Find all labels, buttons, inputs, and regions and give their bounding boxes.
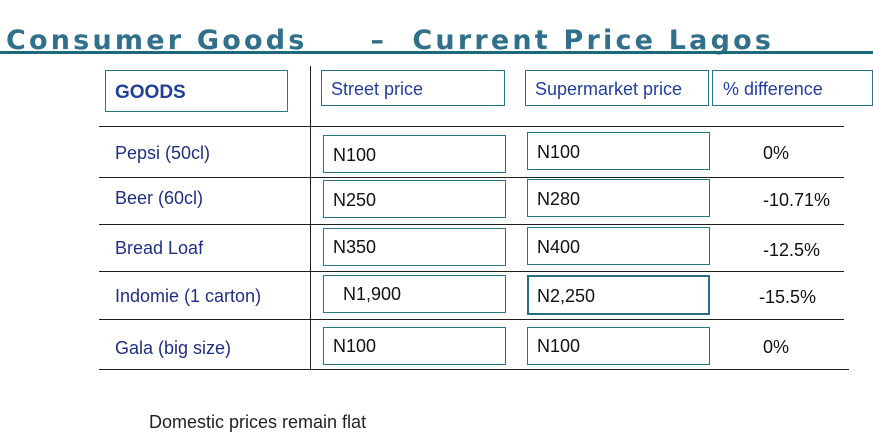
slide-title: Consumer Goods – Current Price Lagos [6, 25, 775, 56]
header-street-label: Street price [331, 79, 424, 99]
price-difference: 0% [763, 143, 790, 163]
street-price-cell [323, 180, 506, 218]
street-price-cell [323, 327, 506, 365]
goods-name: Indomie (1 carton) [115, 286, 262, 306]
table-row-divider [99, 126, 844, 127]
supermarket-price: N400 [537, 237, 581, 257]
street-price-cell [323, 228, 506, 266]
street-price: N350 [333, 237, 377, 257]
header-difference-label: % difference [723, 79, 823, 99]
supermarket-price-cell [527, 227, 710, 265]
supermarket-price-cell [527, 179, 710, 217]
street-price: N100 [333, 145, 377, 165]
table-row-divider [99, 271, 844, 272]
supermarket-price: N2,250 [537, 286, 596, 306]
street-price: N100 [333, 336, 377, 356]
street-price-cell [323, 275, 506, 313]
supermarket-price: N100 [537, 142, 581, 162]
supermarket-price: N100 [537, 336, 581, 356]
supermarket-price-cell [527, 275, 710, 315]
header-goods-cell [105, 70, 288, 112]
header-supermarket-cell [525, 70, 709, 106]
table-row-divider [99, 177, 844, 178]
goods-name: Pepsi (50cl) [115, 143, 211, 163]
street-price: N250 [333, 190, 377, 210]
table-row-divider [99, 319, 844, 320]
table-row-divider [99, 369, 849, 370]
header-goods-label: GOODS [115, 82, 186, 103]
supermarket-price: N280 [537, 189, 581, 209]
supermarket-price-cell [527, 132, 710, 170]
price-difference: 0% [763, 337, 790, 357]
header-supermarket-label: Supermarket price [535, 79, 683, 99]
price-difference: -10.71% [763, 190, 831, 210]
table-column-divider [310, 66, 311, 370]
street-price: N1,900 [343, 284, 402, 304]
goods-name: Bread Loaf [115, 238, 204, 258]
supermarket-price-cell [527, 327, 710, 365]
footer-note: Domestic prices remain flat [149, 412, 367, 432]
header-difference-cell [712, 70, 873, 106]
goods-name: Beer (60cl) [115, 188, 204, 208]
goods-name: Gala (big size) [115, 338, 232, 358]
header-street-cell [321, 70, 505, 106]
title-underline [0, 51, 873, 54]
price-difference: -12.5% [763, 240, 821, 260]
table-row-divider [99, 224, 844, 225]
street-price-cell [323, 135, 506, 173]
price-difference: -15.5% [759, 287, 817, 307]
